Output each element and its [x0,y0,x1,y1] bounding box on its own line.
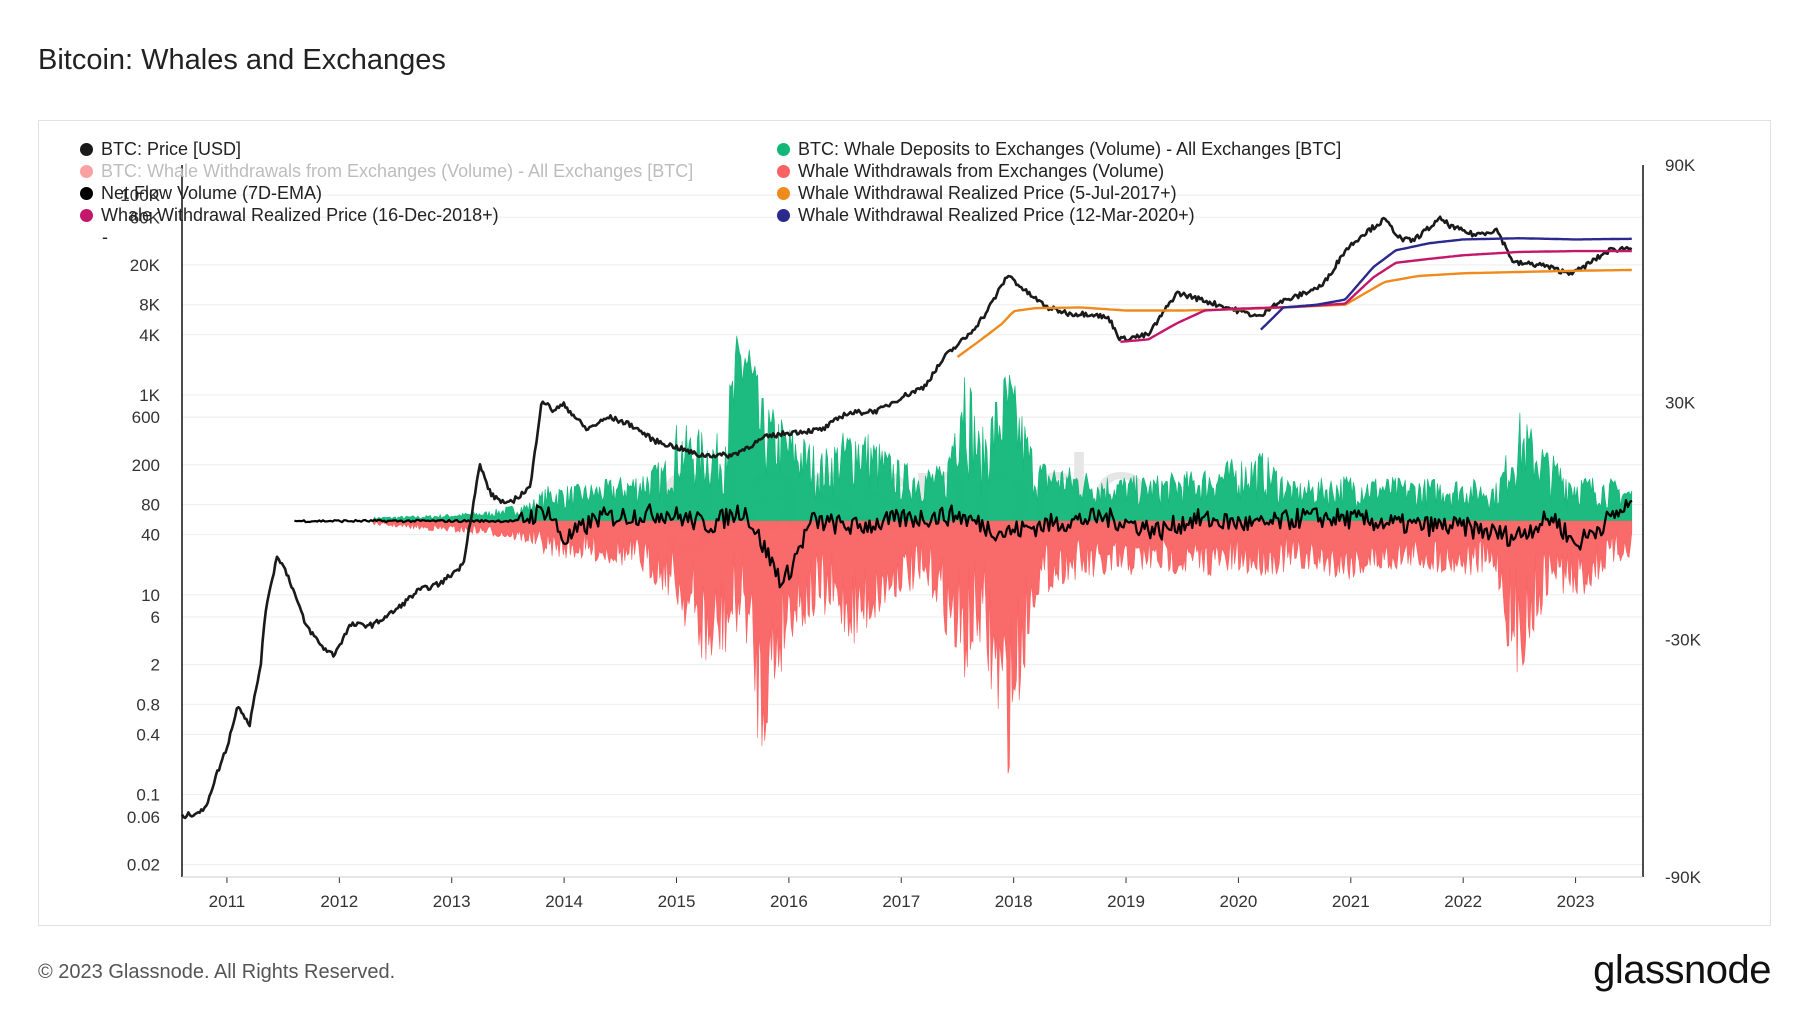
x-tick-label: 2017 [882,892,920,911]
y-left-tick-label: 100K [120,186,160,205]
legend-label: Whale Withdrawal Realized Price (16-Dec-… [101,204,499,225]
x-tick-label: 2014 [545,892,583,911]
y-left-tick-label: 200 [132,456,160,475]
legend-label: BTC: Whale Deposits to Exchanges (Volume… [798,138,1342,159]
legend-extra-marker: - [102,226,108,248]
copyright-footer: © 2023 Glassnode. All Rights Reserved. [38,961,396,983]
y-left-tick-label: 20K [130,256,161,275]
legend-item-whale-deposits[interactable]: BTC: Whale Deposits to Exchanges (Volume… [777,138,1341,160]
x-tick-label: 2011 [209,892,246,911]
series-area [372,335,1633,522]
legend-label: Net Flow Volume (7D-EMA) [101,182,323,203]
y-left-tick-label: 0.02 [127,856,160,875]
line-layer [180,215,1633,820]
y-right-tick-label: -30K [1665,631,1702,650]
y-left-tick-label: 10 [141,586,160,605]
legend-label: BTC: Price [USD] [101,138,242,159]
y-left-tick-label: 4K [139,326,160,345]
legend-item-realized-2018[interactable]: Whale Withdrawal Realized Price (16-Dec-… [80,204,499,226]
x-tick-label: 2022 [1444,892,1482,911]
legend-item-realized-2020[interactable]: Whale Withdrawal Realized Price (12-Mar-… [777,204,1195,226]
page-title: Bitcoin: Whales and Exchanges [38,44,446,76]
legend-label: Whale Withdrawals from Exchanges (Volume… [798,160,1165,181]
y-left-tick-label: 2 [151,656,160,675]
legend-dot-icon [80,186,93,200]
legend-label: BTC: Whale Withdrawals from Exchanges (V… [101,160,694,181]
legend-item-btc-price[interactable]: BTC: Price [USD] [80,138,241,160]
legend-extra-label: - [102,226,108,247]
brand-logo: glassnode [1593,948,1771,992]
x-tick-label: 2012 [320,892,358,911]
y-left-tick-label: 80 [141,496,160,515]
series-realized-price-line [1120,249,1632,343]
y-left-tick-label: 6 [151,608,160,627]
legend-dot-icon [777,186,790,200]
legend-item-realized-2017[interactable]: Whale Withdrawal Realized Price (5-Jul-2… [777,182,1177,204]
x-tick-label: 2018 [995,892,1033,911]
legend-dot-icon [777,164,790,178]
y-left-tick-label: 0.1 [136,786,160,805]
y-left-tick-label: 0.8 [136,695,160,714]
legend-dot-icon [80,164,93,178]
legend-dot-icon [777,142,790,156]
y-left-tick-label: 0.4 [136,726,160,745]
y-left-tick-label: 40 [141,526,160,545]
series-net-flow-line [294,499,1633,589]
series-price-line [180,215,1633,820]
y-left-tick-label: 60K [130,208,161,227]
x-tick-label: 2023 [1557,892,1595,911]
x-tick-label: 2019 [1107,892,1145,911]
legend-label: Whale Withdrawal Realized Price (5-Jul-2… [798,182,1177,203]
legend-dot-icon [80,208,93,222]
y-right-tick-label: -90K [1665,868,1702,887]
y-right-tick-label: 90K [1665,156,1696,175]
chart-legend: BTC: Price [USD] BTC: Whale Deposits to … [80,138,1380,247]
x-tick-label: 2015 [658,892,696,911]
y-right-tick-label: 30K [1665,393,1696,412]
series-realized-price-line [1260,237,1632,331]
y-left-tick-label: 1K [139,386,160,405]
legend-label: Whale Withdrawal Realized Price (12-Mar-… [798,204,1195,225]
legend-item-whale-withdrawals-all[interactable]: BTC: Whale Withdrawals from Exchanges (V… [80,160,693,182]
legend-dot-icon [80,142,93,156]
x-tick-label: 2020 [1220,892,1258,911]
y-left-tick-label: 600 [132,408,160,427]
y-left-tick-label: 0.06 [127,808,160,827]
legend-item-net-flow[interactable]: Net Flow Volume (7D-EMA) [80,182,322,204]
x-tick-label: 2013 [433,892,471,911]
chart-panel [38,120,1771,926]
series-area [372,520,1633,774]
axis-layer: 0.02 0.06 0.1 0.4 0.8 2 6 10 40 80 200 600 1K 4K 8K 20K… [120,156,1701,911]
x-tick-label: 2016 [770,892,808,911]
y-left-tick-label: 8K [139,296,160,315]
area-layer [372,335,1633,774]
legend-dot-icon [777,208,790,222]
legend-item-whale-withdrawals[interactable]: Whale Withdrawals from Exchanges (Volume… [777,160,1164,182]
x-tick-label: 2021 [1332,892,1370,911]
